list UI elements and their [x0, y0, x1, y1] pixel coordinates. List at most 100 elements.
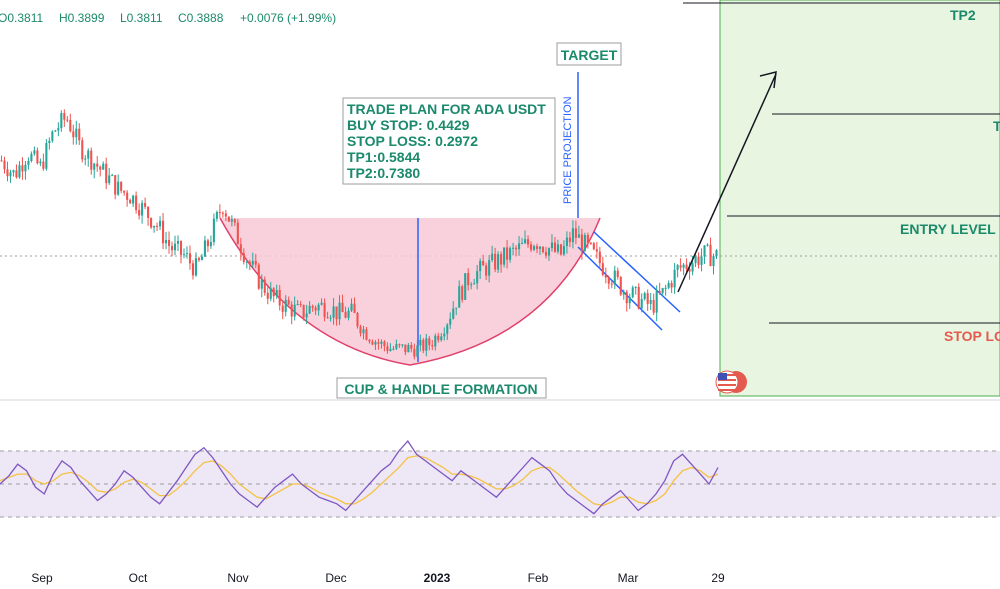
candle-down	[341, 302, 344, 313]
candle-up	[550, 242, 554, 249]
candle-down	[601, 263, 604, 275]
candle-down	[257, 264, 260, 289]
candle-up	[664, 287, 667, 289]
candle-up	[12, 170, 15, 173]
candle-down	[326, 317, 329, 319]
candle-up	[613, 270, 616, 285]
candle-down	[167, 239, 171, 246]
candle-up	[491, 253, 494, 261]
rsi-line	[0, 440, 719, 515]
candle-down	[156, 225, 159, 227]
candle-down	[42, 161, 45, 169]
candle-up	[305, 313, 308, 318]
candle-down	[568, 237, 571, 243]
candle-down	[526, 239, 530, 245]
candlestick-series	[0, 109, 718, 360]
ohlc-open: O0.3811	[0, 11, 43, 25]
candle-down	[515, 247, 518, 250]
candle-up	[362, 329, 365, 334]
candle-up	[455, 307, 458, 309]
candle-down	[150, 217, 153, 228]
candle-down	[506, 247, 509, 260]
candle-down	[422, 339, 425, 351]
candle-up	[308, 305, 311, 314]
candle-down	[135, 195, 138, 211]
candle-up	[425, 338, 428, 351]
candle-up	[407, 345, 410, 353]
candle-down	[371, 341, 374, 345]
candle-down	[679, 265, 682, 268]
candle-up	[182, 254, 186, 256]
ohlc-close: C0.3888	[178, 11, 224, 25]
candle-up	[712, 256, 715, 267]
candle-down	[36, 150, 39, 164]
candle-down	[604, 274, 607, 278]
candle-down	[170, 245, 174, 251]
candle-down	[236, 222, 239, 245]
entry-label: ENTRY LEVEL	[900, 221, 996, 237]
candle-down	[437, 335, 440, 341]
candle-down	[592, 243, 595, 250]
candle-up	[9, 172, 12, 177]
candle-down	[586, 235, 589, 243]
candle-down	[616, 270, 619, 278]
price-projection-label: PRICE PROJECTION	[562, 96, 574, 204]
candle-down	[574, 228, 577, 238]
candle-up	[634, 286, 637, 288]
candle-up	[54, 130, 57, 132]
tp1-label: T	[993, 118, 1000, 134]
candle-down	[15, 170, 18, 178]
candle-up	[452, 308, 455, 319]
ohlc-high: H0.3899	[59, 11, 105, 25]
candle-up	[212, 218, 215, 243]
candle-up	[185, 253, 189, 255]
candle-down	[559, 244, 562, 255]
candle-down	[541, 246, 545, 253]
candle-down	[619, 277, 622, 295]
candle-down	[147, 206, 150, 218]
candle-down	[266, 292, 269, 299]
rsi-ma-line	[0, 455, 719, 507]
candle-up	[60, 113, 63, 129]
candle-down	[529, 244, 533, 250]
candle-down	[335, 306, 338, 320]
candle-down	[138, 210, 141, 216]
candle-down	[302, 304, 305, 318]
candle-down	[410, 345, 413, 349]
candle-down	[467, 273, 470, 286]
candle-down	[66, 119, 69, 121]
candle-down	[697, 256, 700, 265]
candle-up	[51, 131, 54, 141]
x-tick-label: Nov	[227, 571, 248, 585]
x-tick-label: Dec	[325, 571, 346, 585]
candle-down	[595, 249, 598, 252]
candle-down	[161, 220, 165, 244]
x-tick-label: Oct	[129, 571, 148, 585]
candle-up	[571, 228, 574, 243]
cup-curve	[219, 217, 601, 366]
candle-up	[317, 304, 320, 311]
candle-down	[278, 290, 281, 306]
candle-up	[518, 243, 521, 250]
candle-up	[583, 235, 586, 252]
candle-down	[607, 277, 610, 284]
candle-down	[242, 253, 245, 263]
candle-down	[144, 203, 147, 207]
candle-down	[323, 302, 326, 318]
candle-up	[230, 219, 233, 222]
candle-down	[482, 260, 485, 266]
trade-plan-stop: STOP LOSS: 0.2972	[347, 133, 478, 149]
candle-down	[314, 307, 317, 311]
candle-up	[117, 181, 120, 195]
candle-up	[661, 288, 664, 294]
candle-up	[395, 344, 398, 349]
tp2-label: TP2	[950, 7, 976, 23]
candle-up	[75, 128, 78, 138]
candle-up	[33, 150, 36, 154]
candle-down	[78, 128, 81, 141]
candle-down	[485, 265, 488, 276]
candle-up	[392, 348, 395, 350]
candle-up	[159, 220, 162, 227]
candle-up	[209, 242, 212, 247]
candle-down	[233, 219, 236, 223]
